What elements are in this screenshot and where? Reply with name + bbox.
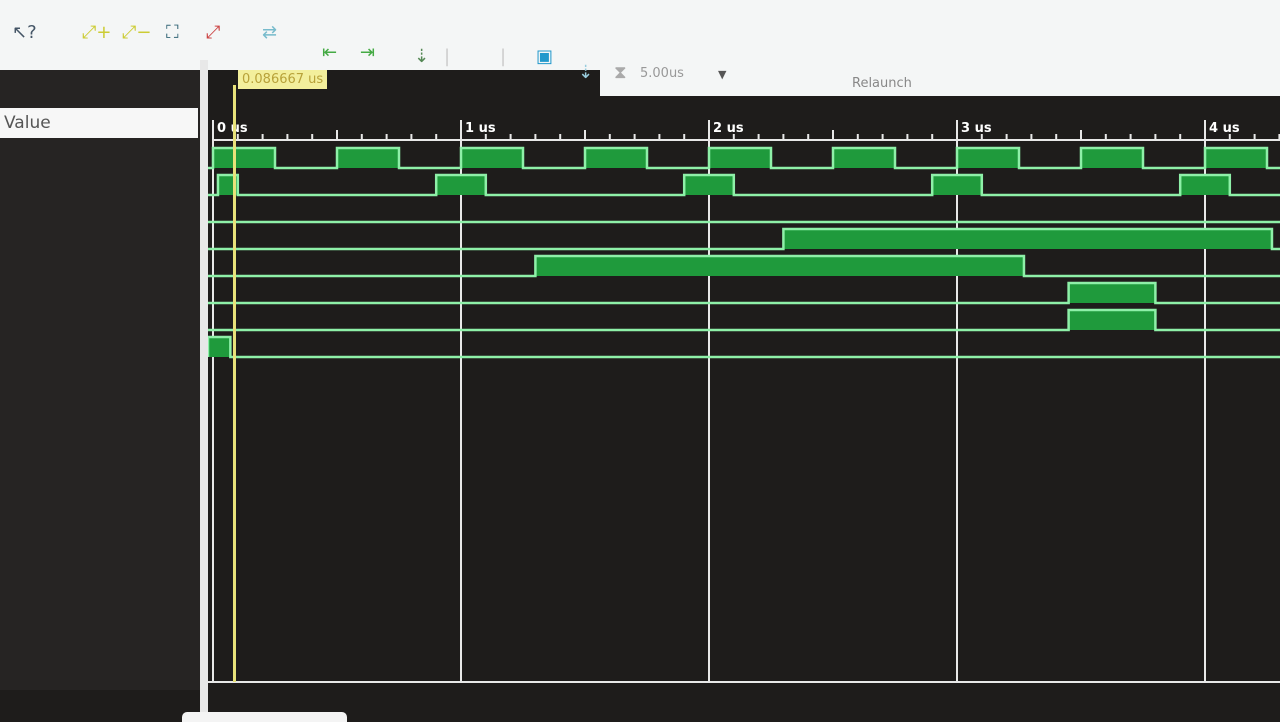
cursor-time-label: 0.086667 us	[238, 70, 328, 89]
signal-waveform-3	[208, 227, 1280, 251]
waveform-viewer[interactable]: 0 us 1 us 2 us 3 us 4 us	[208, 70, 1280, 690]
signal-high-pulse	[585, 148, 647, 168]
zoom-in-icon[interactable]: ⤢+	[82, 22, 112, 43]
go-to-cursor-icon[interactable]: ⤢	[206, 22, 221, 43]
swap-cursors-icon[interactable]: ⇄	[262, 22, 278, 43]
waveform-background	[208, 70, 1280, 690]
run-all-icon[interactable]: |	[500, 46, 507, 67]
toolbar: ↖? ⤢+ ⤢− ⛶ ⤢ ⇄ ⇤ ⇥ ⇣ | | ▣	[0, 0, 1280, 70]
tick-label: 3 us	[961, 121, 992, 136]
objects-panel	[0, 70, 200, 690]
pointer-help-icon[interactable]: ↖?	[12, 22, 37, 43]
signal-high-pulse	[833, 148, 895, 168]
signal-high-pulse	[436, 175, 486, 195]
signal-waveform-1	[208, 173, 1280, 197]
previous-transition-icon[interactable]: ⇤	[322, 42, 338, 63]
signal-waveform-6	[208, 308, 1280, 332]
chevron-down-icon[interactable]: ▼	[718, 68, 727, 81]
signal-waveform-0	[208, 146, 1280, 170]
tick-label: 0 us	[217, 121, 248, 136]
zoom-out-icon[interactable]: ⤢−	[122, 22, 152, 43]
zoom-fit-icon[interactable]: ⛶	[166, 22, 179, 43]
relaunch-button[interactable]: Relaunch	[852, 76, 912, 91]
next-transition-icon[interactable]: ⇥	[360, 42, 376, 63]
signal-waveform-4	[208, 254, 1280, 278]
signal-high-pulse	[208, 337, 231, 357]
tick-label: 4 us	[1209, 121, 1240, 136]
add-marker-icon[interactable]: ⇣	[414, 46, 430, 67]
run-time-field[interactable]: 5.00us	[640, 66, 684, 81]
tick-label: 2 us	[713, 121, 744, 136]
signal-high-pulse	[932, 175, 982, 195]
signal-high-pulse	[1180, 175, 1230, 195]
signal-high-pulse	[461, 148, 523, 168]
bottom-tab[interactable]	[182, 712, 347, 722]
signal-high-pulse	[213, 148, 275, 168]
signal-high-pulse	[684, 175, 734, 195]
signal-high-pulse	[709, 148, 771, 168]
signal-high-pulse	[1068, 283, 1156, 303]
restart-icon[interactable]: |	[444, 46, 451, 67]
break-icon[interactable]: ⇣	[578, 62, 594, 83]
signal-waveform-7	[208, 335, 1280, 359]
panel-splitter[interactable]	[200, 60, 208, 720]
signal-high-pulse	[535, 256, 1024, 276]
run-time-unit-icon: ⧗	[614, 62, 627, 83]
signal-high-pulse	[217, 175, 238, 195]
signal-high-pulse	[1068, 310, 1156, 330]
tick-label: 1 us	[465, 121, 496, 136]
run-for-icon[interactable]: ▣	[536, 46, 554, 67]
value-column-header[interactable]: Value	[0, 108, 198, 138]
signal-high-pulse	[783, 229, 1272, 249]
signal-high-pulse	[1205, 148, 1267, 168]
signal-high-pulse	[957, 148, 1019, 168]
signal-high-pulse	[1081, 148, 1143, 168]
signal-waveform-5	[208, 281, 1280, 305]
toolbar-extension	[600, 60, 1280, 96]
signal-high-pulse	[337, 148, 399, 168]
